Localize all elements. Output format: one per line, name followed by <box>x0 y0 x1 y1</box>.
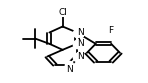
Text: N: N <box>77 39 84 48</box>
Text: Cl: Cl <box>58 8 67 17</box>
Text: N: N <box>77 52 84 61</box>
Text: N: N <box>77 28 84 37</box>
Text: F: F <box>109 26 114 35</box>
Text: N: N <box>66 65 73 74</box>
